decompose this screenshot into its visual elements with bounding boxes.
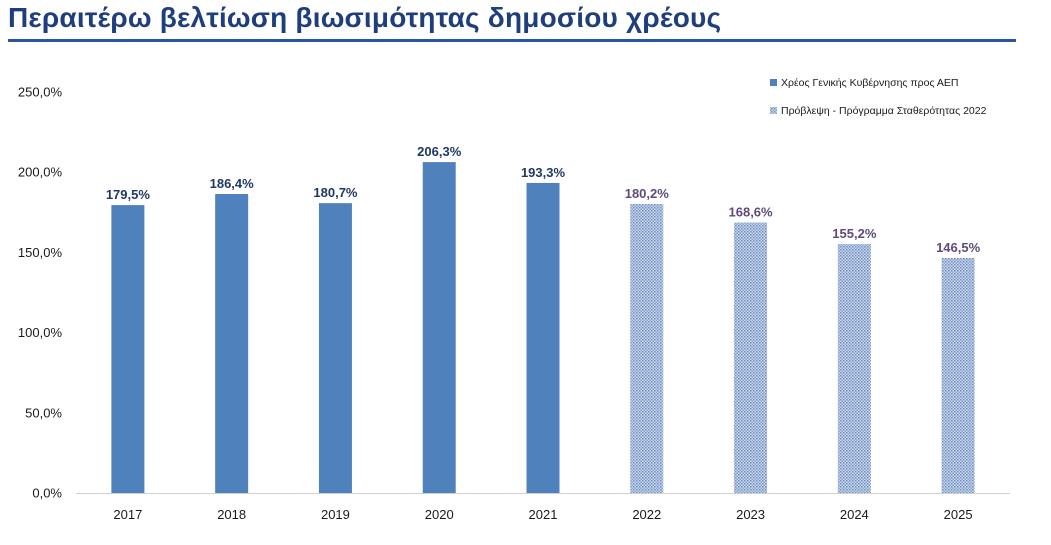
forecast-bar: [941, 258, 975, 493]
x-tick-label: 2023: [736, 507, 765, 522]
data-label: 180,7%: [313, 185, 358, 200]
x-tick-label: 2024: [840, 507, 869, 522]
title-underline: [8, 39, 1016, 42]
y-tick-label: 0,0%: [32, 486, 62, 501]
forecast-bar: [837, 244, 871, 493]
y-axis: 0,0% 50,0% 100,0% 150,0% 200,0% 250,0%: [18, 85, 63, 501]
x-tick-label: 2019: [321, 507, 350, 522]
actual-bar: [526, 182, 560, 494]
x-tick-label: 2021: [529, 507, 558, 522]
x-axis: 2017 2018 2019 2020 2021 2022 2023 2024 2025: [76, 493, 1010, 522]
forecast-bar: [630, 203, 664, 493]
legend-swatch-actual: [770, 79, 777, 86]
bars: [111, 162, 975, 494]
data-label: 179,5%: [106, 187, 151, 202]
actual-bar: [422, 162, 456, 494]
x-tick-label: 2022: [632, 507, 661, 522]
legend: Χρέος Γενικής Κυβέρνησης προς ΑΕΠ Πρόβλεψ…: [770, 77, 987, 117]
y-tick-label: 250,0%: [18, 85, 63, 100]
y-tick-label: 50,0%: [25, 405, 62, 420]
actual-bar: [318, 203, 352, 493]
data-label: 180,2%: [625, 186, 670, 201]
page-title: Περαιτέρω βελτίωση βιωσιμότητας δημοσίου…: [8, 2, 722, 33]
legend-swatch-forecast: [770, 107, 777, 114]
legend-label: Χρέος Γενικής Κυβέρνησης προς ΑΕΠ: [781, 77, 958, 89]
x-tick-label: 2025: [944, 507, 973, 522]
x-tick-label: 2018: [217, 507, 246, 522]
actual-bar: [111, 205, 145, 493]
y-tick-label: 150,0%: [18, 245, 63, 260]
x-tick-label: 2017: [113, 507, 142, 522]
data-label: 206,3%: [417, 144, 462, 159]
data-label: 146,5%: [936, 240, 981, 255]
data-label: 168,6%: [729, 205, 774, 220]
y-tick-label: 200,0%: [18, 165, 63, 180]
data-label: 155,2%: [832, 226, 877, 241]
legend-label: Πρόβλεψη - Πρόγραμμα Σταθερότητας 2022: [781, 105, 987, 117]
x-tick-label: 2020: [425, 507, 454, 522]
y-tick-label: 100,0%: [18, 325, 63, 340]
actual-bar: [215, 194, 249, 493]
forecast-bar: [734, 222, 768, 493]
data-label: 193,3%: [521, 165, 566, 180]
data-labels: 179,5% 186,4% 180,7% 206,3% 193,3% 180,2% 168,…: [106, 144, 981, 255]
data-label: 186,4%: [210, 176, 255, 191]
